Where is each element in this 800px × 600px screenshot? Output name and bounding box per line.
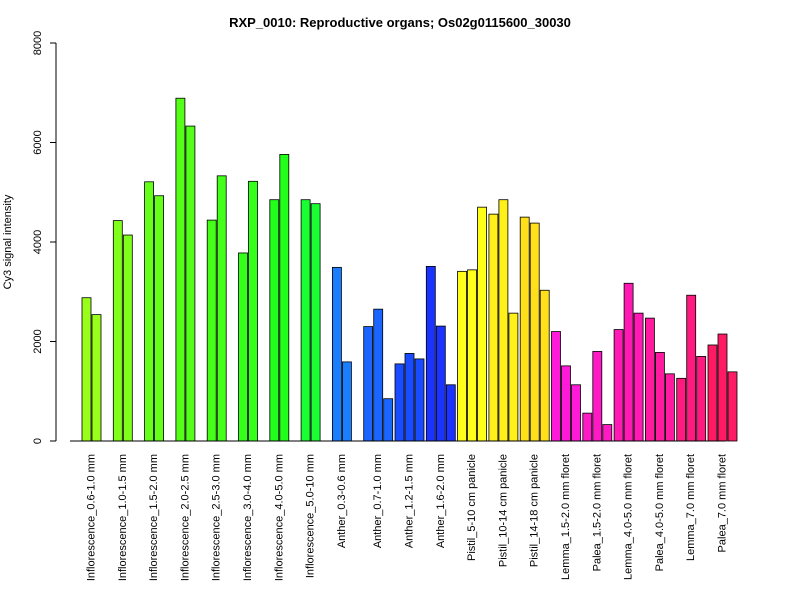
y-axis: 0 2000 4000 6000 8000 [32,31,57,444]
bar [238,252,248,442]
y-tick-label: 0 [32,438,44,444]
bar [592,351,603,442]
bar [686,294,697,442]
bar [310,203,321,442]
x-tick-label: Lemma_4.0-5.0 mm floret [623,454,635,580]
x-tick-label: Inflorescence_1.0-1.5 mm [117,454,129,581]
x-tick-label: Pistil_10-14 cm panicle [497,454,509,567]
bar [425,265,436,442]
bar [81,297,92,442]
bar [122,234,133,442]
x-tick-label: Inflorescence_2.5-3.0 mm [211,454,223,581]
x-tick-label: Palea_1.5-2.0 mm floret [591,454,603,571]
bar [457,270,468,442]
category-labels: Inflorescence_0.6-1.0 mm Inflorescence_1.… [86,454,729,581]
bar [727,371,738,442]
bar [404,353,415,442]
bar [435,325,446,442]
bar [300,199,311,442]
x-tick-label: Lemma_1.5-2.0 mm floret [560,454,572,580]
bar [445,384,456,442]
y-axis-label: Cy3 signal intensity [2,194,14,289]
bar [414,358,425,442]
y-tick-label: 6000 [32,130,44,154]
bar [539,289,550,442]
bar [717,333,728,442]
x-tick-label: Anther_0.7-1.0 mm [372,454,384,548]
bar [112,220,123,442]
bar [613,329,624,442]
bar [394,363,405,442]
bar [519,216,530,442]
x-tick-label: Inflorescence_3.0-4.0 mm [242,454,254,581]
x-tick-label: Palea_7.0 mm floret [717,454,729,552]
y-tick-label: 4000 [32,230,44,254]
bar [206,219,217,442]
x-tick-label: Inflorescence_1.5-2.0 mm [148,454,160,581]
bar [561,365,571,442]
bar [488,213,499,442]
y-tick-label: 8000 [32,31,44,55]
bar [477,206,488,442]
bar [248,180,258,442]
bar [655,352,665,442]
x-tick-label: Anther_0.3-0.6 mm [336,454,348,548]
x-tick-label: Lemma_7.0 mm floret [685,454,697,561]
bar [665,373,675,442]
bar [467,269,478,442]
bar [602,424,613,442]
bar [645,317,655,442]
x-tick-label: Pistil_5-10 cm panicle [466,454,478,561]
x-tick-label: Pistil_14-18 cm panicle [529,454,541,567]
x-tick-label: Inflorescence_2.0-2.5 mm [179,454,191,581]
bar [216,175,227,442]
bar [363,326,374,442]
x-tick-label: Palea_4.0-5.0 mm floret [654,454,666,571]
bar [144,181,155,442]
bar [551,331,561,442]
x-tick-label: Anther_1.2-1.5 mm [404,454,416,548]
bar [508,312,519,442]
bar [175,97,186,442]
chart-title: RXP_0010: Reproductive organs; Os02g0115… [229,15,571,30]
x-tick-label: Inflorescence_4.0-5.0 mm [273,454,285,581]
x-tick-label: Inflorescence_5.0-10 mm [305,454,317,578]
bar [331,266,342,442]
bar [279,154,290,442]
bar [269,199,280,442]
bar [341,361,352,442]
bar [582,412,593,442]
bar [154,195,165,442]
bar [529,222,540,442]
y-tick-label: 2000 [32,329,44,353]
bar [383,398,394,442]
bar [91,314,102,442]
bar [696,356,707,442]
x-tick-label: Inflorescence_0.6-1.0 mm [86,454,98,581]
bar [633,312,644,442]
bar [373,308,384,442]
bar [185,125,196,442]
bars-group [81,97,738,442]
bar [498,199,509,442]
bar [623,282,634,442]
bar [571,384,581,442]
x-tick-label: Anther_1.6-2.0 mm [435,454,447,548]
bar [707,344,718,442]
bar [676,377,687,442]
